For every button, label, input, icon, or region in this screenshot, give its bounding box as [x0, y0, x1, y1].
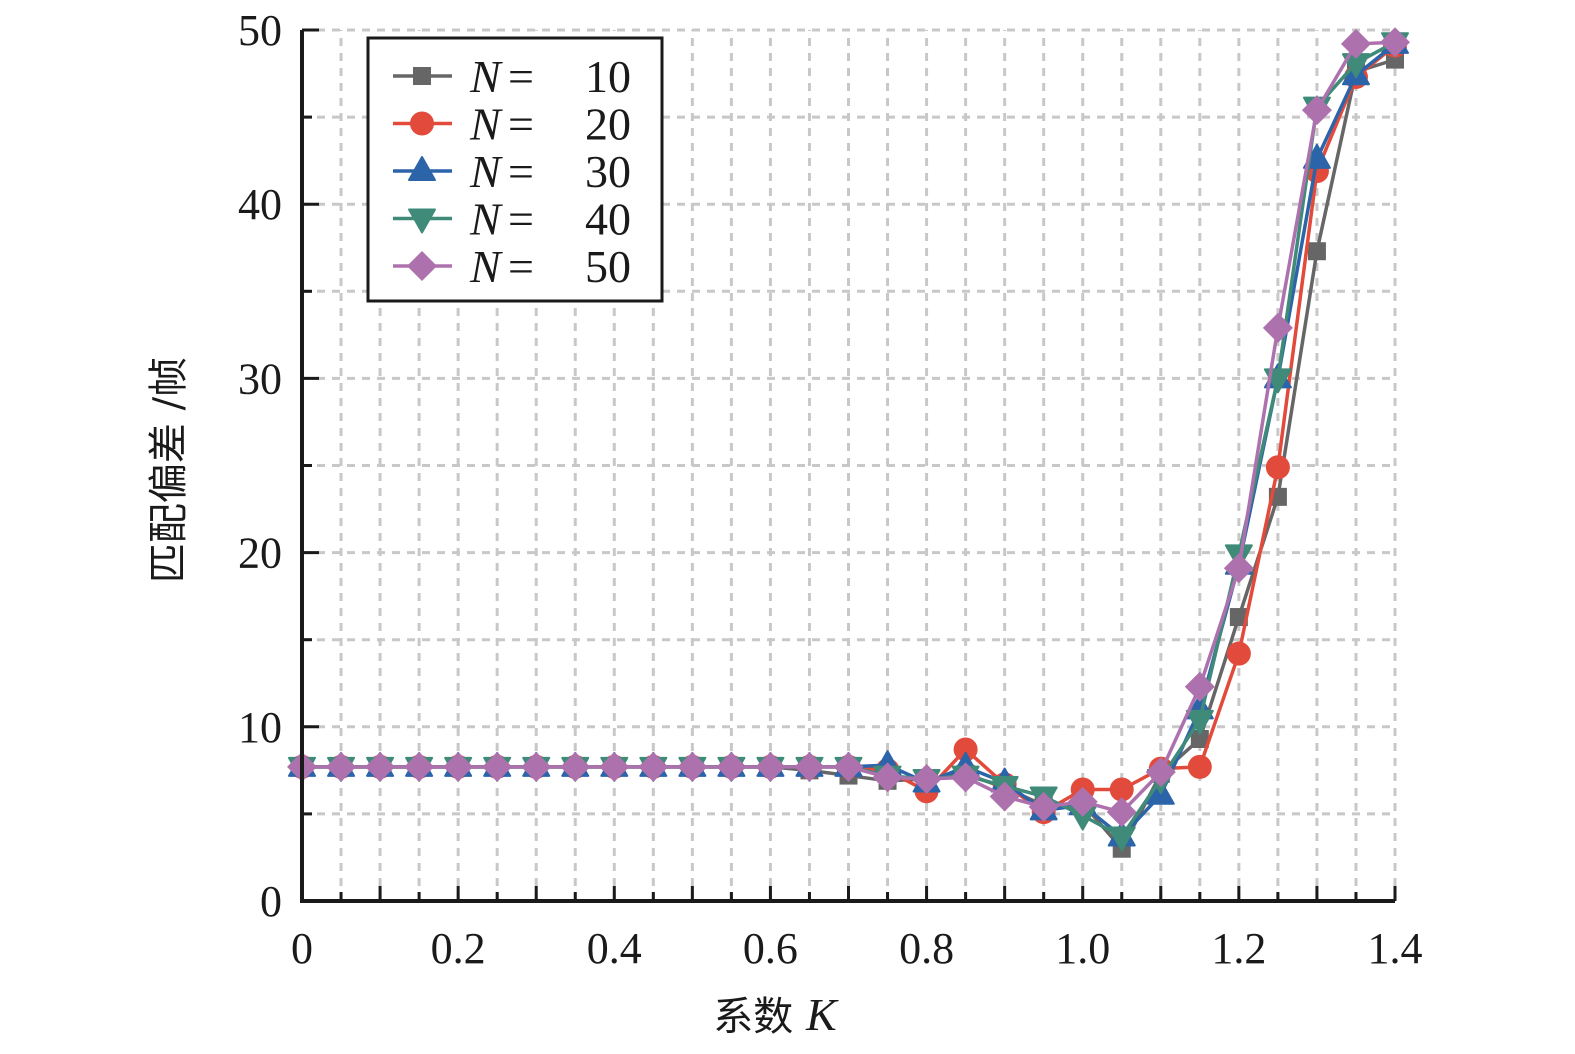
- data-point: [1028, 791, 1059, 822]
- data-point: [1190, 729, 1209, 748]
- ticks: [300, 28, 1397, 903]
- data-point: [677, 751, 708, 782]
- data-point: [794, 751, 825, 782]
- data-point: [1145, 757, 1176, 788]
- x-tick-label: 1.4: [1368, 924, 1423, 973]
- data-point: [1223, 553, 1254, 584]
- x-axis-title-text: 系数: [713, 994, 806, 1040]
- x-tick-label: 0: [291, 924, 313, 973]
- data-point: [1380, 27, 1410, 58]
- data-point: [716, 751, 747, 782]
- x-tick-label: 0.2: [431, 924, 486, 973]
- legend-label: N = 20: [469, 99, 631, 150]
- data-point: [599, 751, 630, 782]
- x-tick-label: 1.2: [1211, 924, 1266, 973]
- y-tick-label: 20: [238, 529, 282, 578]
- data-point: [560, 751, 591, 782]
- data-point: [1226, 641, 1251, 666]
- data-point: [1185, 709, 1214, 735]
- data-point: [1109, 777, 1134, 802]
- x-tick-label: 1.0: [1055, 924, 1110, 973]
- data-point: [953, 737, 978, 762]
- data-point: [833, 751, 864, 782]
- data-point: [326, 751, 357, 782]
- x-tick-label: 0.6: [743, 924, 798, 973]
- x-tick-label: 0.4: [587, 924, 642, 973]
- series-layer: [287, 27, 1410, 858]
- y-tick-label: 10: [238, 703, 282, 752]
- data-point: [1265, 455, 1290, 480]
- series-50: [287, 27, 1410, 828]
- legend-marker: [407, 251, 437, 281]
- data-point: [1067, 786, 1098, 817]
- legend-marker: [410, 111, 434, 136]
- data-point: [521, 751, 552, 782]
- data-point: [404, 751, 435, 782]
- data-point: [1107, 826, 1136, 852]
- data-point: [950, 762, 981, 793]
- x-tick-label: 0.8: [899, 924, 954, 973]
- legend-label: N = 50: [469, 241, 631, 292]
- data-point: [1187, 754, 1212, 779]
- legend-entry: N = 30: [393, 146, 631, 197]
- y-axis-title: 匹配偏差 /帧: [146, 357, 192, 583]
- y-tick-labels: 0 10 20 30 40 50: [238, 6, 282, 926]
- data-point: [638, 751, 669, 782]
- data-point: [365, 751, 396, 782]
- legend-entry: N = 10: [393, 51, 631, 102]
- legend-entry: N = 40: [393, 194, 631, 245]
- legend: N = 10N = 20N = 30N = 40N = 50: [366, 36, 664, 303]
- data-point: [755, 751, 786, 782]
- data-point: [872, 762, 903, 793]
- data-point: [1262, 312, 1293, 343]
- data-point: [989, 781, 1020, 812]
- data-point: [1229, 608, 1248, 627]
- y-tick-label: 0: [260, 877, 282, 926]
- x-tick-labels: 0 0.2 0.4 0.6 0.8 1.0 1.2 1.4: [291, 924, 1423, 973]
- x-axis-title: 系数 K: [713, 989, 839, 1040]
- data-point: [1307, 242, 1326, 261]
- y-tick-label: 30: [238, 354, 282, 403]
- legend-label: N = 30: [469, 146, 631, 197]
- data-point: [911, 764, 942, 795]
- legend-entry: N = 20: [393, 99, 631, 150]
- legend-marker: [408, 156, 436, 181]
- y-tick-label: 50: [238, 6, 282, 55]
- data-point: [443, 751, 474, 782]
- legend-marker: [413, 67, 431, 85]
- data-point: [1301, 95, 1332, 126]
- legend-entry: N = 50: [393, 241, 631, 292]
- data-point: [1184, 671, 1215, 702]
- data-point: [1340, 28, 1371, 59]
- data-point: [482, 751, 513, 782]
- legend-label: N = 40: [469, 194, 631, 245]
- legend-label: N = 10: [469, 51, 631, 102]
- x-axis-title-var: K: [805, 989, 839, 1040]
- data-point: [1106, 797, 1137, 828]
- legend-marker: [408, 208, 436, 234]
- y-tick-label: 40: [238, 180, 282, 229]
